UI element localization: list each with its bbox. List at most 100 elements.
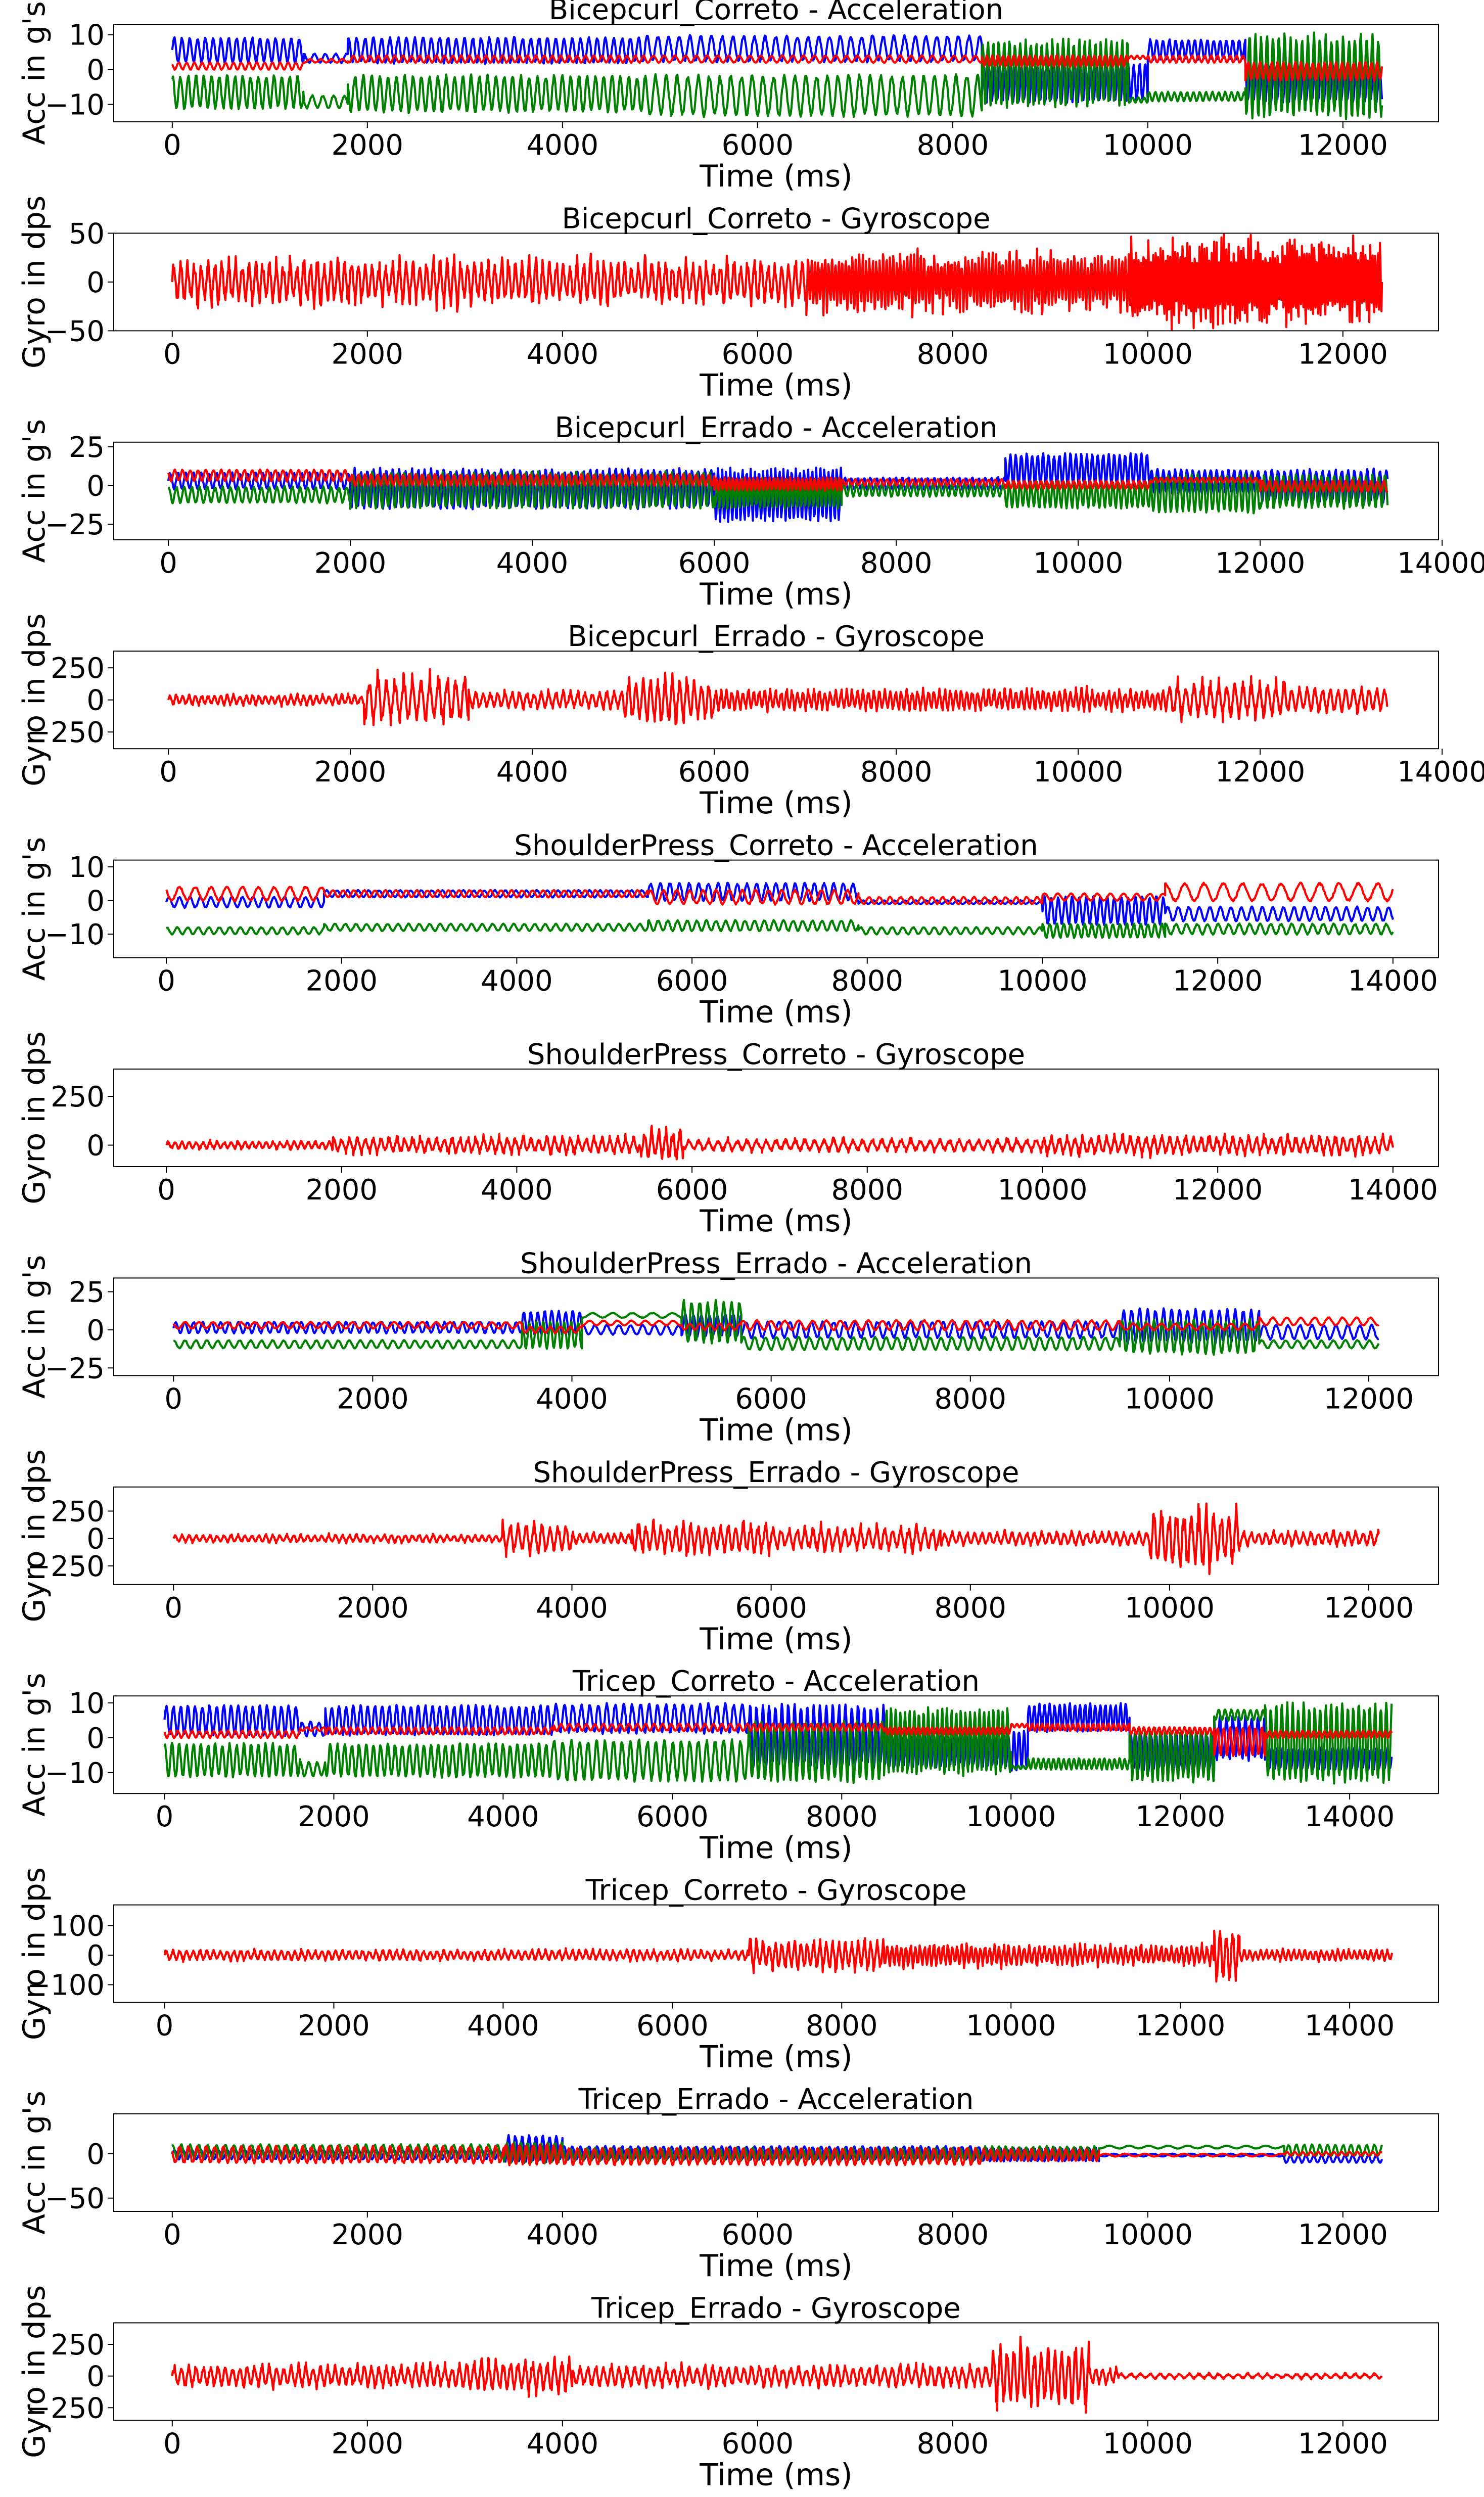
series-group <box>167 452 1389 523</box>
y-tick-label: 250 <box>51 2329 105 2362</box>
series-line-1 <box>171 233 1383 331</box>
x-tick-label: 10000 <box>1103 129 1193 162</box>
y-tick-label: −100 <box>27 1969 105 2002</box>
x-axis-label: Time (ms) <box>699 1830 852 1866</box>
axes-frame <box>113 1277 1439 1376</box>
subplot-1: 0 2000 4000 6000 8000 10000 12000−10010Bicepcu… <box>17 0 1439 194</box>
series-line-2 <box>173 1299 1380 1356</box>
y-tick-label: −250 <box>27 716 105 749</box>
y-tick-label: 50 <box>69 217 105 250</box>
subplot-10: 0 2000 4000 6000 8000 10000 12000 14000−1000100… <box>17 1867 1439 2075</box>
y-tick-label: −10 <box>45 918 105 951</box>
x-tick-label: 8000 <box>806 2010 878 2043</box>
x-tick-label: 6000 <box>678 756 751 789</box>
x-tick-label: 2000 <box>332 338 404 371</box>
y-tick-label: 0 <box>86 1523 105 1556</box>
y-tick-label: −25 <box>45 508 105 541</box>
x-tick-label: 10000 <box>966 2010 1056 2043</box>
x-axis-label: Time (ms) <box>699 1622 852 1657</box>
y-axis-label: Acc in g's <box>17 419 52 563</box>
y-tick-label: 0 <box>86 1130 105 1163</box>
axes-frame <box>113 441 1439 540</box>
x-tick-label: 10000 <box>1103 2218 1193 2251</box>
x-tick-label: 8000 <box>917 2427 989 2460</box>
subplot-11: 0 2000 4000 6000 8000 10000 12000 −50 0 Tricep_Er… <box>17 2083 1439 2284</box>
x-tick-label: 10000 <box>1033 756 1123 789</box>
y-tick-label: 250 <box>51 1496 105 1529</box>
subplot-12: 0 2000 4000 6000 8000 10000 12000−2500250Trice… <box>17 2285 1439 2492</box>
series-group <box>171 2336 1383 2414</box>
x-tick-label: 2000 <box>305 965 378 998</box>
x-tick-label: 6000 <box>722 129 794 162</box>
chart-title: ShoulderPress_Errado - Gyroscope <box>533 1456 1019 1489</box>
x-tick-label: 8000 <box>917 338 989 371</box>
x-tick-label: 6000 <box>722 2427 794 2460</box>
x-tick-label: 10000 <box>1103 2427 1193 2460</box>
x-tick-label: 12000 <box>1298 2218 1388 2251</box>
chart-title: Tricep_Correto - Acceleration <box>572 1665 980 1698</box>
y-axis-label: Acc in g's <box>17 2091 52 2235</box>
series-line-3 <box>163 1722 1393 1758</box>
x-tick-label: 0 <box>157 965 175 998</box>
x-tick-label: 2000 <box>298 1800 370 1833</box>
subplot-7: 0 2000 4000 6000 8000 10000 12000 −25 0 25 Shoulde… <box>17 1247 1439 1448</box>
y-tick-label: 100 <box>51 1910 105 1943</box>
subplot-2: 0 2000 4000 6000 8000 10000 12000 −50 0 50 Bicepcu… <box>17 196 1439 403</box>
x-tick-label: 12000 <box>1173 965 1263 998</box>
y-tick-label: 0 <box>86 684 105 717</box>
series-line-3 <box>171 2143 1382 2166</box>
x-tick-label: 6000 <box>722 2218 794 2251</box>
y-tick-label: 0 <box>86 1939 105 1972</box>
x-tick-label: 4000 <box>481 965 553 998</box>
y-tick-label: 0 <box>86 2361 105 2393</box>
subplot-9: 0 2000 4000 6000 8000 10000 12000 14000−10010Tr… <box>17 1665 1439 1866</box>
series-group <box>167 668 1388 726</box>
series-line-3 <box>167 468 1388 493</box>
x-axis-label: Time (ms) <box>699 2040 852 2075</box>
chart-title: Bicepcurl_Correto - Acceleration <box>549 0 1003 26</box>
x-tick-label: 12000 <box>1324 1592 1414 1625</box>
x-tick-label: 4000 <box>536 1382 608 1415</box>
series-line-1 <box>171 34 1383 104</box>
x-tick-label: 6000 <box>656 1174 728 1207</box>
x-tick-label: 4000 <box>496 756 569 789</box>
chart-title: ShoulderPress_Errado - Acceleration <box>520 1247 1032 1280</box>
x-tick-label: 0 <box>159 547 177 580</box>
x-tick-label: 2000 <box>337 1592 409 1625</box>
x-tick-label: 0 <box>156 1800 174 1833</box>
x-axis-label: Time (ms) <box>699 2457 852 2492</box>
y-tick-label: −50 <box>45 315 105 348</box>
y-tick-label: −250 <box>27 1550 105 1583</box>
y-axis-label: Gyro in dps <box>17 1031 52 1204</box>
x-tick-label: 2000 <box>332 2427 404 2460</box>
x-tick-label: 8000 <box>860 547 933 580</box>
x-tick-label: 8000 <box>917 2218 989 2251</box>
x-tick-label: 14000 <box>1305 2010 1395 2043</box>
y-tick-label: −10 <box>45 1757 105 1790</box>
x-axis-label: Time (ms) <box>699 1412 852 1448</box>
y-axis-label: Gyro in dps <box>17 1867 52 2040</box>
x-tick-label: 12000 <box>1135 1800 1225 1833</box>
x-tick-label: 8000 <box>806 1800 878 1833</box>
x-tick-label: 4000 <box>481 1174 553 1207</box>
y-tick-label: 10 <box>69 851 105 884</box>
axes-frame <box>113 2113 1439 2212</box>
y-axis-label: Acc in g's <box>17 1673 52 1817</box>
x-tick-label: 6000 <box>722 338 794 371</box>
y-tick-label: 10 <box>69 19 105 52</box>
x-tick-label: 10000 <box>1033 547 1123 580</box>
x-tick-label: 8000 <box>860 756 933 789</box>
x-tick-label: 12000 <box>1298 129 1388 162</box>
series-line-3 <box>172 1316 1379 1334</box>
y-tick-label: −50 <box>45 2183 105 2215</box>
axes-frame <box>113 1904 1439 2003</box>
series-group <box>172 1299 1380 1356</box>
chart-title: Tricep_Correto - Gyroscope <box>585 1874 967 1907</box>
axes-frame <box>113 1695 1439 1794</box>
x-tick-label: 12000 <box>1135 2010 1225 2043</box>
series-group <box>163 1929 1393 1983</box>
axes-frame <box>113 1486 1439 1585</box>
y-tick-label: −10 <box>45 89 105 122</box>
x-tick-label: 10000 <box>997 1174 1087 1207</box>
